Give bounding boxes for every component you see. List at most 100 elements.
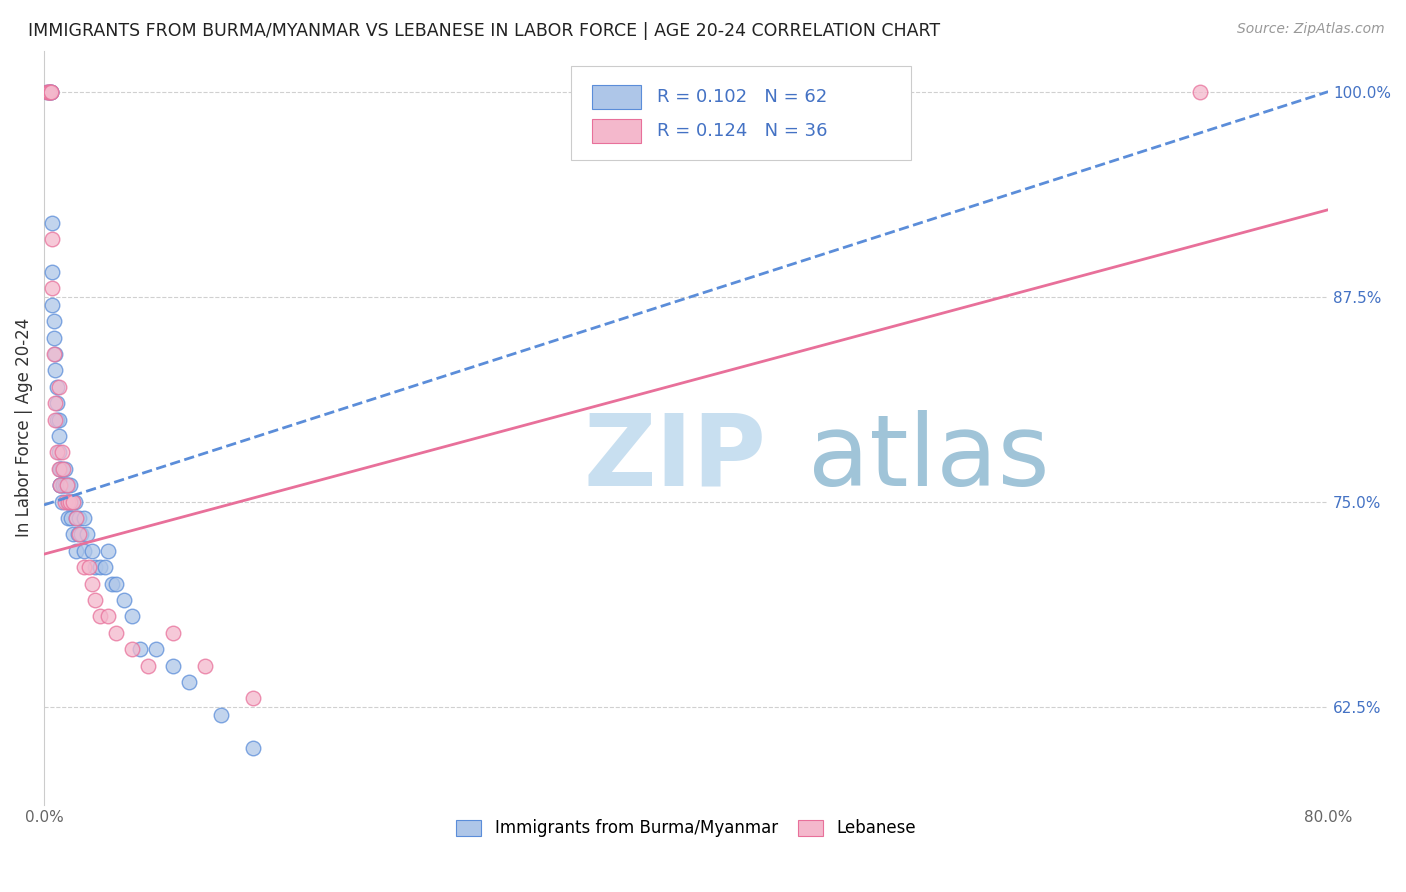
Point xyxy=(46,380,69,394)
Point xyxy=(1188,85,1211,99)
Point xyxy=(65,511,87,525)
Point xyxy=(97,544,120,558)
Point xyxy=(44,396,66,410)
Point xyxy=(49,462,72,476)
Point xyxy=(38,85,60,99)
Point xyxy=(51,462,73,476)
Point xyxy=(89,560,111,574)
Point xyxy=(41,265,63,279)
Point xyxy=(39,85,62,99)
Point xyxy=(129,642,152,657)
Point xyxy=(56,494,79,508)
Point xyxy=(51,494,73,508)
Point xyxy=(73,560,96,574)
Point xyxy=(53,462,76,476)
Point xyxy=(41,281,63,295)
Point xyxy=(49,478,72,492)
Point xyxy=(48,445,70,459)
Point xyxy=(38,85,60,99)
Point xyxy=(65,544,87,558)
Point xyxy=(56,478,79,492)
Point xyxy=(42,331,65,345)
Point xyxy=(55,478,77,492)
Point xyxy=(242,691,264,706)
Point xyxy=(209,707,232,722)
Point xyxy=(37,85,59,99)
Point xyxy=(46,396,69,410)
Point xyxy=(73,511,96,525)
Point xyxy=(55,494,77,508)
Text: IMMIGRANTS FROM BURMA/MYANMAR VS LEBANESE IN LABOR FORCE | AGE 20-24 CORRELATION: IMMIGRANTS FROM BURMA/MYANMAR VS LEBANES… xyxy=(28,22,941,40)
Point xyxy=(177,675,200,690)
Point xyxy=(53,494,76,508)
Point xyxy=(59,478,82,492)
Text: atlas: atlas xyxy=(808,409,1050,507)
Point xyxy=(66,527,89,541)
Point xyxy=(49,478,72,492)
Point xyxy=(39,85,62,99)
Point xyxy=(138,658,160,673)
Point xyxy=(63,494,86,508)
Point xyxy=(52,478,75,492)
Text: R = 0.124   N = 36: R = 0.124 N = 36 xyxy=(657,121,827,140)
Point xyxy=(52,462,75,476)
Point xyxy=(70,527,93,541)
Point xyxy=(52,478,75,492)
Point xyxy=(44,347,66,361)
Point xyxy=(44,363,66,377)
Point xyxy=(46,412,69,426)
Legend: Immigrants from Burma/Myanmar, Lebanese: Immigrants from Burma/Myanmar, Lebanese xyxy=(449,811,924,846)
Point xyxy=(97,609,120,624)
Point xyxy=(42,347,65,361)
Point xyxy=(89,609,111,624)
Point xyxy=(53,478,76,492)
Point xyxy=(41,232,63,246)
Text: Source: ZipAtlas.com: Source: ZipAtlas.com xyxy=(1237,22,1385,37)
FancyBboxPatch shape xyxy=(571,66,911,160)
Point xyxy=(162,658,184,673)
Point xyxy=(39,85,62,99)
Point xyxy=(94,560,117,574)
Point xyxy=(48,380,70,394)
Text: ZIP: ZIP xyxy=(583,409,766,507)
Point xyxy=(77,560,100,574)
Point xyxy=(121,609,143,624)
Point xyxy=(76,527,98,541)
Point xyxy=(55,478,77,492)
Point xyxy=(62,494,84,508)
Text: R = 0.102   N = 62: R = 0.102 N = 62 xyxy=(657,87,827,105)
Point xyxy=(59,494,82,508)
Point xyxy=(42,314,65,328)
Point xyxy=(37,85,59,99)
Point xyxy=(62,527,84,541)
Point xyxy=(51,445,73,459)
Point xyxy=(100,576,122,591)
Y-axis label: In Labor Force | Age 20-24: In Labor Force | Age 20-24 xyxy=(15,318,32,538)
Point xyxy=(60,511,83,525)
Point xyxy=(82,576,104,591)
Point xyxy=(67,527,90,541)
Point xyxy=(73,544,96,558)
Point xyxy=(84,560,107,574)
Point xyxy=(65,511,87,525)
Point xyxy=(60,494,83,508)
Point xyxy=(67,511,90,525)
Point xyxy=(56,494,79,508)
Point xyxy=(112,593,135,607)
Point xyxy=(48,429,70,443)
Point xyxy=(105,625,128,640)
FancyBboxPatch shape xyxy=(592,85,641,109)
Point xyxy=(48,412,70,426)
Point xyxy=(39,85,62,99)
Point xyxy=(56,511,79,525)
Point xyxy=(49,462,72,476)
Point xyxy=(38,85,60,99)
Point xyxy=(49,478,72,492)
Point xyxy=(41,216,63,230)
Point xyxy=(105,576,128,591)
Point xyxy=(121,642,143,657)
Point xyxy=(145,642,167,657)
Point xyxy=(46,445,69,459)
Point xyxy=(162,625,184,640)
Point xyxy=(82,544,104,558)
